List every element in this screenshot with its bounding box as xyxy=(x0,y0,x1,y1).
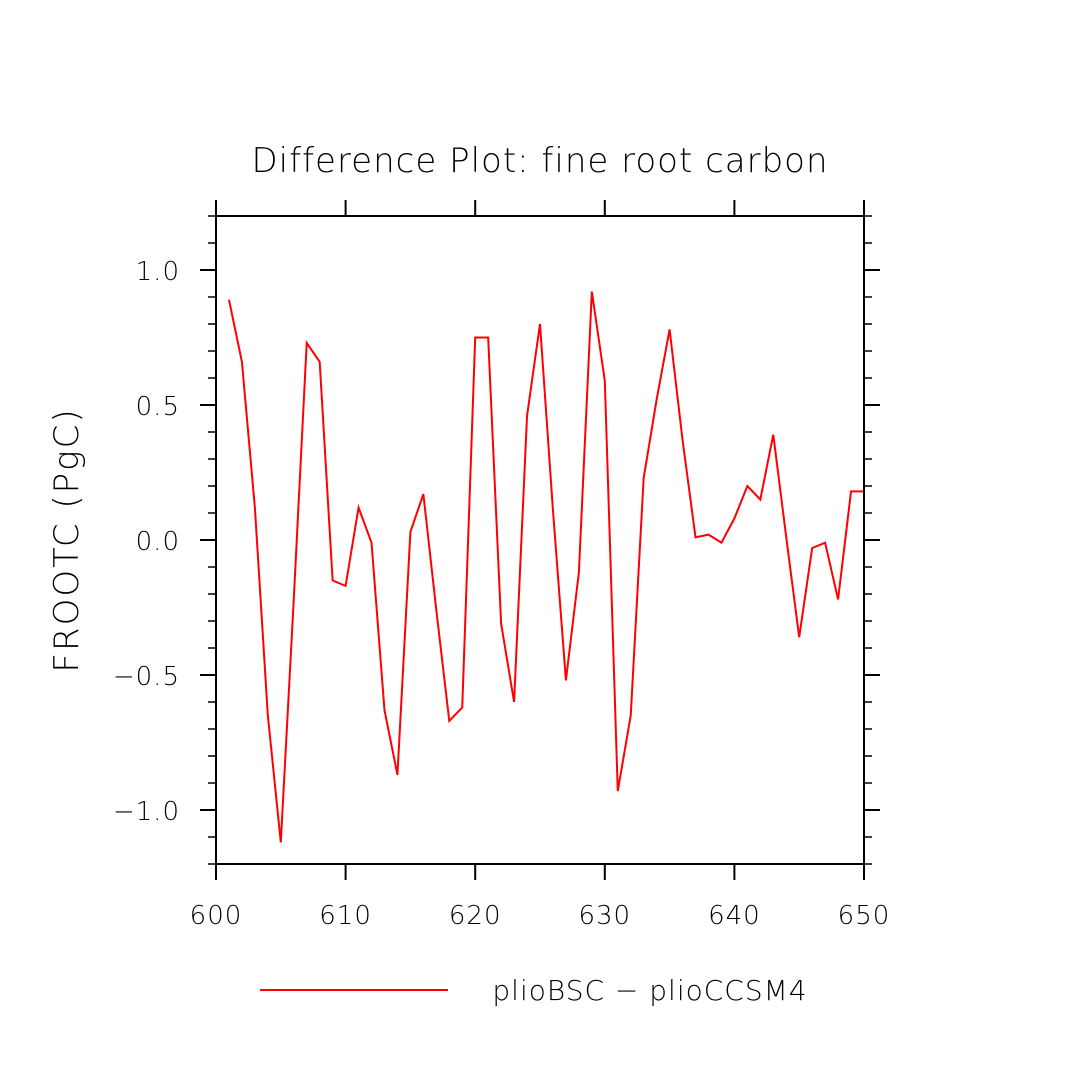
plot-frame xyxy=(215,215,865,865)
y-axis-title: FROOTC (PgC) xyxy=(47,407,87,672)
legend: plioBSC − plioCCSM4 xyxy=(260,974,807,1007)
y-tick-label: −0.5 xyxy=(113,662,180,692)
x-tick-label: 620 xyxy=(449,901,502,931)
y-tick-label: 0.0 xyxy=(136,527,180,557)
y-tick-label: 0.5 xyxy=(136,392,180,422)
y-tick-label: −1.0 xyxy=(113,797,180,827)
series-line xyxy=(227,291,864,843)
legend-label: plioBSC − plioCCSM4 xyxy=(492,974,807,1007)
plot-area xyxy=(227,291,864,843)
axis-ticks: 600 610 620 630 640 650 −1.0 −0.5 0.0 0.5 1.0 xyxy=(113,200,891,931)
x-tick-label: 640 xyxy=(708,901,761,931)
x-tick-label: 610 xyxy=(319,901,372,931)
y-tick-label: 1.0 xyxy=(136,257,180,287)
x-tick-label: 630 xyxy=(578,901,631,931)
x-tick-label: 650 xyxy=(838,901,891,931)
x-tick-label: 600 xyxy=(190,901,243,931)
chart-title: Difference Plot: fine root carbon xyxy=(251,141,828,181)
